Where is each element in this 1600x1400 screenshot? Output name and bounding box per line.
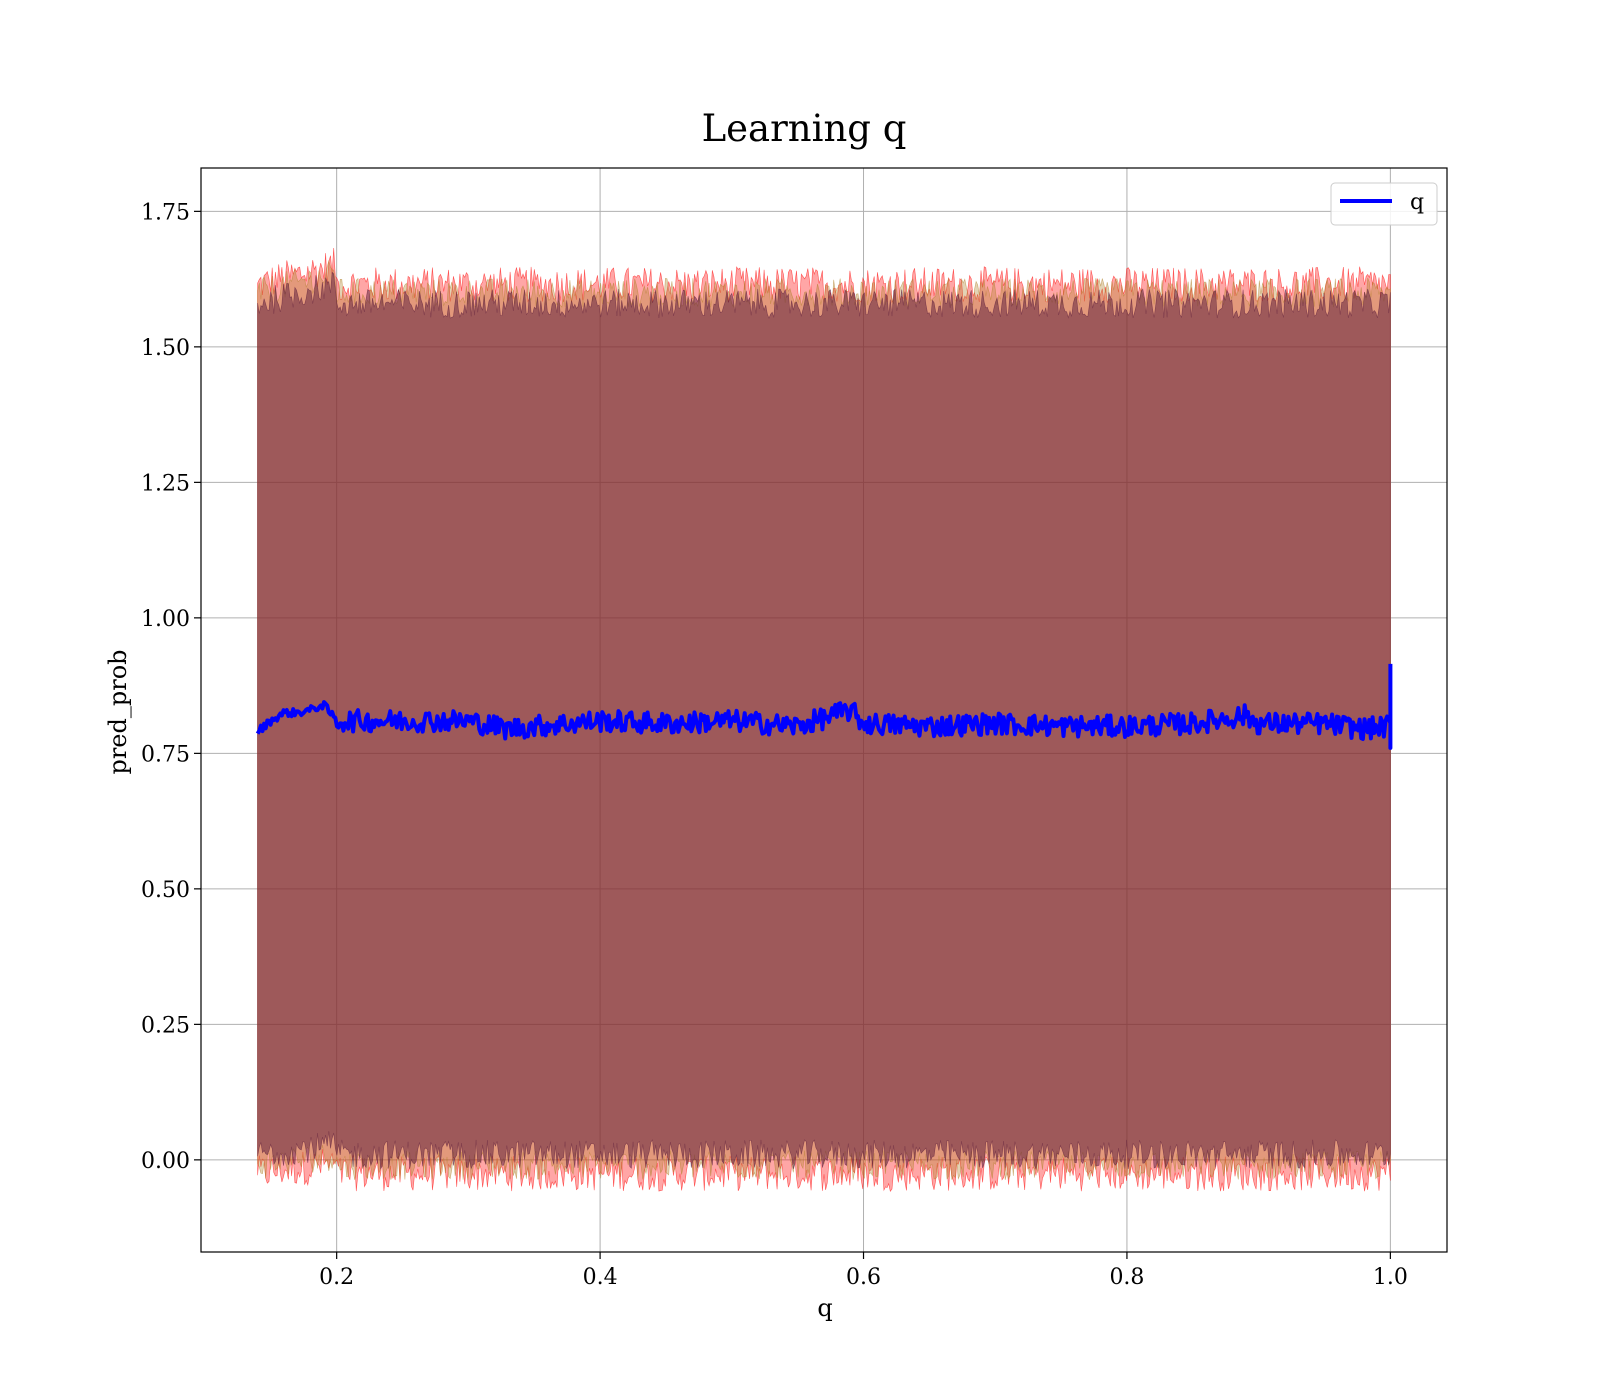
y-tick-label-0: 0.00	[141, 1149, 190, 1174]
x-tick-label-3: 0.8	[1109, 1265, 1144, 1290]
chart-title: Learning q	[702, 107, 907, 150]
legend-label-q: q	[1410, 190, 1424, 215]
x-axis-label: q	[817, 1294, 832, 1322]
series-line-q	[255, 663, 1393, 750]
x-tick-label-2: 0.6	[846, 1265, 881, 1290]
x-axis: 0.2 0.4 0.6 0.8 1.0	[319, 1252, 1408, 1290]
y-tick-label-1: 0.25	[141, 1013, 190, 1038]
legend-box	[1330, 182, 1438, 226]
y-axis-label: pred_prob	[104, 649, 132, 774]
y-tick-label-3: 0.75	[141, 742, 190, 767]
legend: q	[1330, 182, 1438, 226]
plot-area	[200, 167, 1448, 1253]
y-tick-label-5: 1.25	[141, 471, 190, 496]
y-tick-label-4: 1.00	[141, 607, 190, 632]
x-tick-label-4: 1.0	[1373, 1265, 1408, 1290]
y-tick-label-7: 1.75	[141, 200, 190, 225]
x-tick-label-1: 0.4	[583, 1265, 618, 1290]
y-axis: 0.00 0.25 0.50 0.75 1.00 1.25 1.50 1.75	[141, 200, 201, 1174]
line-layer	[255, 663, 1393, 750]
y-tick-label-6: 1.50	[141, 336, 190, 361]
y-tick-label-2: 0.50	[141, 878, 190, 903]
x-tick-label-0: 0.2	[319, 1265, 354, 1290]
plot-frame	[200, 167, 1448, 1253]
